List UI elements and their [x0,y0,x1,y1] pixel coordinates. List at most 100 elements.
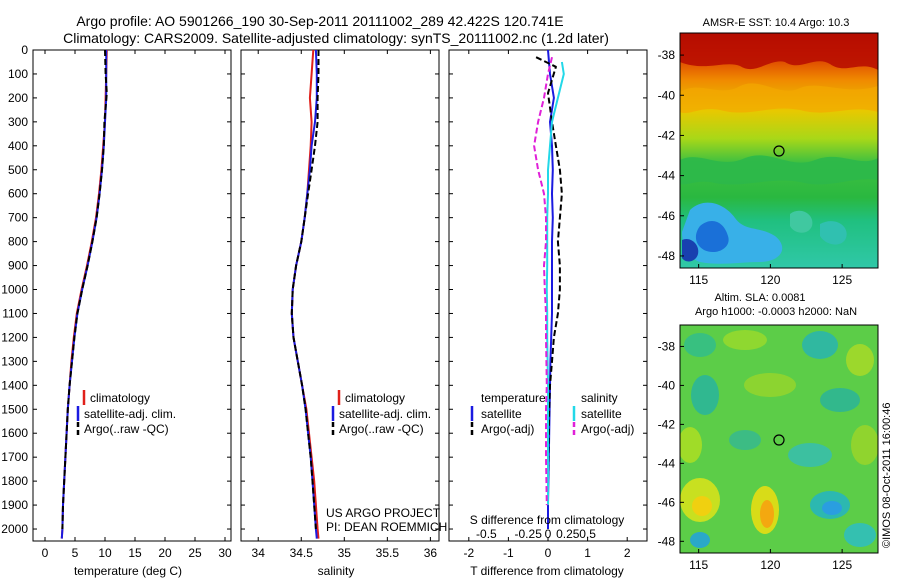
temp-xtick-label: 25 [188,546,202,560]
temp-ytick-label: 1000 [1,283,28,297]
sla-map-yticks: -38 -40 -42 -44 -46 -48 [658,339,684,548]
map-xtick-label: 120 [760,558,780,572]
map-ytick-label: -42 [658,128,676,142]
map-ytick-label: -40 [658,88,676,102]
temp-ytick-label: 1800 [1,474,28,488]
map-ytick-label: -46 [658,495,676,509]
diff-legend-sal-satellite: satellite [581,407,622,421]
temp-ytick-label: 1600 [1,426,28,440]
temp-ytick-label: 2000 [1,522,28,536]
temp-ytick-label: 200 [8,91,28,105]
temperature-axes-box [32,49,232,542]
temp-ytick-label: 300 [8,115,28,129]
salinity-difference-ticks: -0.5 -0.25 0 0.25 0.5 [476,527,596,541]
temperature-yticks: 0 100 200 300 400 500 600 700 800 900 1000 1100 1200… [1,43,231,536]
difference-yticks [449,49,647,530]
temp-ytick-label: 800 [8,235,28,249]
diff-xtick-label: 1 [584,546,591,560]
diff-legend-temp-argo: Argo(-adj) [481,422,534,436]
diff-s-tick-label: 0 [545,527,552,541]
map-ytick-label: -48 [658,249,676,263]
salinity-series [290,49,320,539]
map-ytick-label: -38 [658,339,676,353]
temp-xtick-label: 30 [218,546,232,560]
sla-map-frame [679,324,879,554]
diff-legend-temp-heading: temperature [481,391,546,405]
sst-map-image [680,33,878,268]
temp-xtick-label: 10 [98,546,112,560]
temp-ytick-label: 1500 [1,402,28,416]
temp-ytick-label: 400 [8,139,28,153]
temp-ytick-label: 1300 [1,354,28,368]
temp-legend-climatology: climatology [90,391,150,405]
sal-xtick-label: 34 [252,546,266,560]
pi-annotation: PI: DEAN ROEMMICH [326,520,447,534]
temp-xtick-label: 5 [72,546,79,560]
map-ytick-label: -38 [658,48,676,62]
sst-map-yticks: -38 -40 -42 -44 -46 -48 [658,48,684,263]
diff-xtick-label: -2 [463,546,474,560]
temp-xtick-label: 20 [158,546,172,560]
temp-ytick-label: 1400 [1,378,28,392]
salinity-legend: climatology satellite-adj. clim. Argo(..… [331,390,431,437]
temp-ytick-label: 100 [8,67,28,81]
diff-legend-temp-satellite: satellite [481,407,522,421]
sla-map-image [680,325,878,553]
sla-map-xticks: 115 120 125 [689,549,852,572]
temp-ytick-label: 900 [8,259,28,273]
sal-legend-argo: Argo(..raw -QC) [339,422,424,436]
sla-map-title-line2: Argo h1000: -0.0003 h2000: NaN [695,306,857,318]
diff-xtick-label: 0 [545,546,552,560]
temp-xtick-label: 15 [128,546,142,560]
map-ytick-label: -46 [658,209,676,223]
sal-legend-climatology: climatology [345,391,405,405]
temp-ytick-label: 700 [8,211,28,225]
map-xtick-label: 115 [689,273,708,287]
temp-legend-satellite: satellite-adj. clim. [84,407,176,421]
temp-legend-argo: Argo(..raw -QC) [84,422,169,436]
diff-s-tick-label: -0.5 [476,527,497,541]
sst-argo-position-marker [773,145,785,157]
difference-legend: temperature satellite Argo(-adj) salinit… [470,391,634,437]
figure-title-line1: Argo profile: AO 5901266_190 30-Sep-2011… [76,13,563,29]
difference-series [533,49,565,529]
difference-panel: -2 -1 0 1 2 T difference from climatology S … [448,49,648,578]
difference-xlabel-salinity: S difference from climatology [470,513,625,527]
salinity-xticks: 34 34.5 35 35.5 36 [252,50,437,560]
sst-map-frame [679,32,879,269]
diff-xtick-label: -1 [503,546,514,560]
temperature-series [60,49,108,539]
sal-xtick-label: 34.5 [290,546,314,560]
temp-ytick-label: 1100 [2,306,28,320]
map-xtick-label: 115 [689,558,708,572]
map-ytick-label: -44 [658,456,676,470]
map-ytick-label: -44 [658,169,676,183]
temperature-panel: 0100200300400500600700800900100011001200… [1,43,232,578]
sla-map-title-line1: Altim. SLA: 0.0081 [714,292,805,304]
figure-title-line2: Climatology: CARS2009. Satellite-adjuste… [63,30,609,46]
imos-watermark: ©IMOS 08-Oct-2011 16:00:46 [881,403,893,548]
salinity-panel: 34 34.5 35 35.5 36 salinity climatology sate… [240,49,447,578]
sst-map-xticks: 115 120 125 [689,264,852,287]
salinity-yticks [241,49,439,530]
map-ytick-label: -42 [658,417,676,431]
temp-ytick-label: 500 [8,163,28,177]
diff-s-tick-label: 0.25 [556,527,580,541]
sla-argo-position-marker [773,434,785,446]
diff-xtick-label: 2 [624,546,631,560]
temperature-xticks: 0 5 10 15 20 25 30 [42,50,232,560]
project-annotation: US ARGO PROJECT [326,506,441,520]
diff-s-tick-label: 0.5 [579,527,596,541]
temp-ytick-label: 1200 [1,330,28,344]
temp-ytick-label: 0 [21,43,28,57]
sal-xtick-label: 35 [338,546,352,560]
sst-map-title: AMSR-E SST: 10.4 Argo: 10.3 [703,17,850,29]
temp-xtick-label: 0 [42,546,49,560]
sal-legend-satellite: satellite-adj. clim. [339,407,431,421]
temp-ytick-label: 600 [8,187,28,201]
salinity-axes-box [240,49,440,542]
map-xtick-label: 125 [832,273,852,287]
map-ytick-label: -48 [658,534,676,548]
temp-ytick-label: 1700 [1,450,28,464]
